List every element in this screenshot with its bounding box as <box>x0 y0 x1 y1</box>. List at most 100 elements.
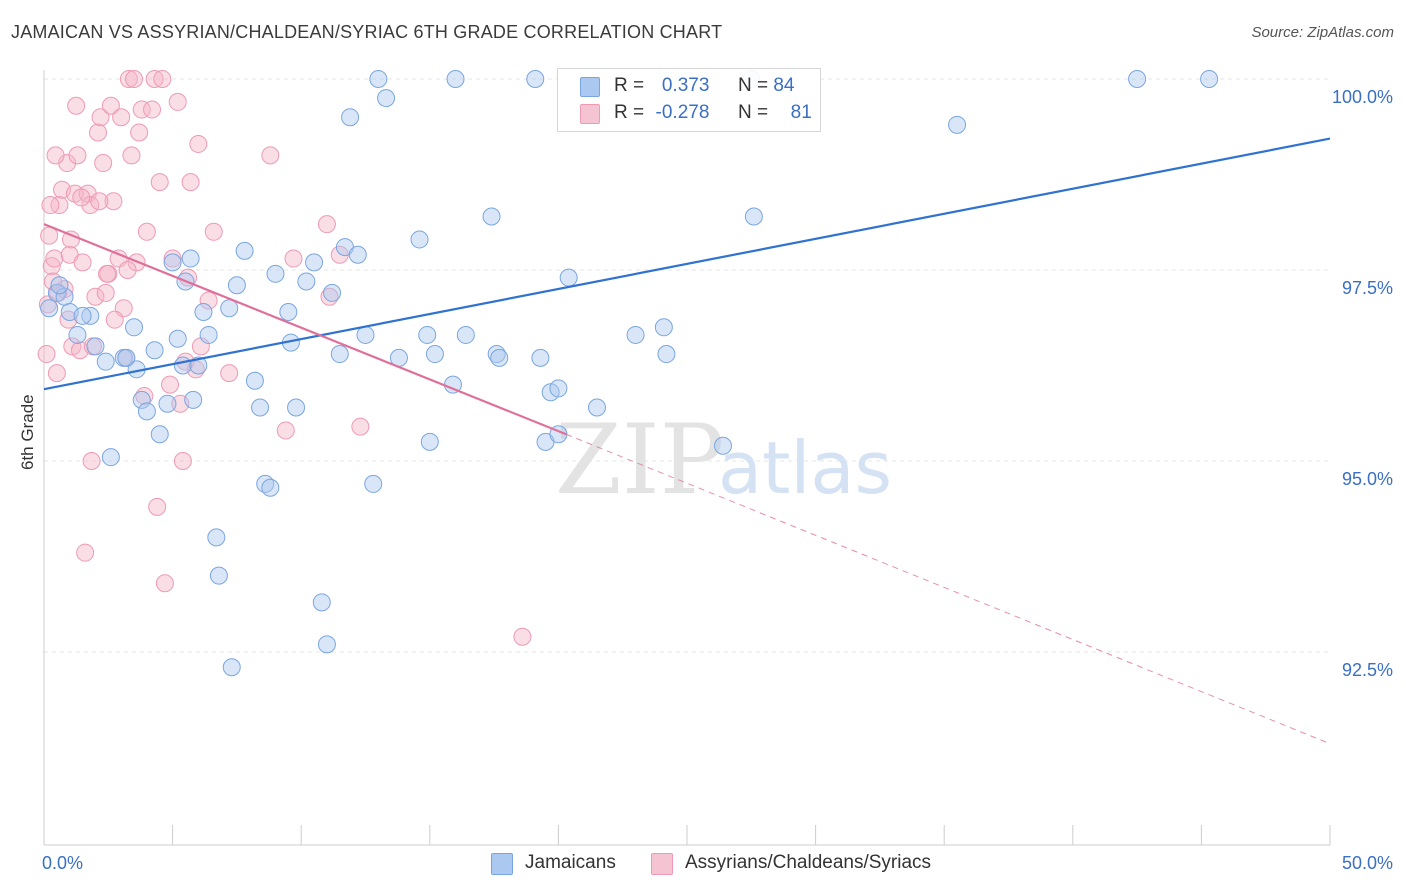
legend-n-label: N = <box>737 75 769 96</box>
point-assyrians <box>112 108 131 127</box>
point-assyrians <box>119 70 138 88</box>
point-jamaicans <box>559 268 578 287</box>
point-jamaicans <box>654 318 673 337</box>
point-assyrians <box>86 287 105 306</box>
point-jamaicans <box>364 474 383 493</box>
point-jamaicans <box>181 249 200 268</box>
point-jamaicans <box>490 348 509 367</box>
legend-swatch-pink <box>580 104 600 124</box>
legend-n-value: 81 <box>790 102 812 123</box>
point-jamaicans <box>531 348 550 367</box>
point-jamaicans <box>425 345 444 364</box>
point-assyrians <box>130 123 149 142</box>
point-jamaicans <box>305 253 324 272</box>
point-assyrians <box>47 364 66 383</box>
trend-lines <box>43 137 1331 745</box>
point-assyrians <box>41 196 60 215</box>
point-assyrians <box>148 497 167 516</box>
point-assyrians <box>199 291 218 310</box>
point-jamaicans <box>50 276 69 295</box>
trend-line-assyrians-extension <box>565 433 1331 745</box>
point-assyrians <box>125 70 144 88</box>
point-assyrians <box>163 249 182 268</box>
y-tick-label: 100.0% <box>1332 87 1393 107</box>
point-jamaicans <box>446 70 465 88</box>
legend-n-value: 84 <box>773 75 795 96</box>
point-assyrians <box>94 154 113 173</box>
gridlines <box>44 78 1330 653</box>
point-assyrians <box>89 123 108 142</box>
point-assyrians <box>122 146 141 165</box>
point-jamaicans <box>86 337 105 356</box>
point-jamaicans <box>297 272 316 291</box>
point-jamaicans <box>101 448 120 467</box>
point-jamaicans <box>194 303 213 322</box>
point-assyrians <box>73 253 92 272</box>
point-jamaicans <box>287 398 306 417</box>
point-jamaicans <box>482 207 501 226</box>
tick-labels: 92.5% 95.0% 97.5% 100.0% 0.0% 50.0% <box>42 87 1393 873</box>
y-tick-label: 92.5% <box>1342 660 1393 680</box>
point-jamaicans <box>189 356 208 375</box>
point-jamaicans <box>73 306 92 325</box>
point-assyrians <box>145 70 164 88</box>
point-assyrians <box>155 574 174 593</box>
series-jamaicans-points <box>40 70 1219 677</box>
point-assyrians <box>261 146 280 165</box>
point-assyrians <box>90 192 109 211</box>
point-jamaicans <box>410 230 429 249</box>
point-jamaicans <box>279 303 298 322</box>
point-assyrians <box>46 146 65 165</box>
point-jamaicans <box>317 635 336 654</box>
point-assyrians <box>173 452 192 470</box>
point-jamaicans <box>137 402 156 421</box>
trend-line-jamaicans <box>43 137 1331 391</box>
point-jamaicans <box>948 115 967 134</box>
point-jamaicans <box>261 478 280 497</box>
watermark: ZIP atlas <box>555 404 892 516</box>
point-assyrians <box>132 100 151 119</box>
point-assyrians <box>513 627 532 646</box>
point-jamaicans <box>245 371 264 390</box>
bottom-legend-label: Assyrians/Chaldeans/Syriacs <box>685 852 932 873</box>
point-jamaicans <box>222 658 241 677</box>
point-jamaicans <box>744 207 763 226</box>
point-jamaicans <box>456 325 475 344</box>
point-jamaicans <box>341 108 360 127</box>
point-jamaicans <box>235 241 254 260</box>
point-assyrians <box>81 196 100 215</box>
point-jamaicans <box>330 345 349 364</box>
x-tick-label: 0.0% <box>42 853 83 873</box>
point-assyrians <box>161 375 180 394</box>
point-assyrians <box>204 222 223 241</box>
legend-r-label: R = <box>614 75 645 96</box>
point-jamaicans <box>209 566 228 585</box>
point-assyrians <box>153 70 172 88</box>
bottom-legend-swatch-pink <box>651 853 673 875</box>
point-jamaicans <box>150 425 169 444</box>
legend-r-label: R = <box>614 102 645 123</box>
point-jamaicans <box>227 276 246 295</box>
point-jamaicans <box>377 89 396 108</box>
point-assyrians <box>76 543 95 562</box>
point-assyrians <box>45 249 64 268</box>
point-jamaicans <box>356 325 375 344</box>
point-assyrians <box>276 421 295 440</box>
point-assyrians <box>104 192 123 211</box>
point-jamaicans <box>132 390 151 409</box>
point-assyrians <box>168 92 187 111</box>
point-jamaicans <box>1128 70 1147 88</box>
point-jamaicans <box>199 325 218 344</box>
point-jamaicans <box>173 356 192 375</box>
point-assyrians <box>68 146 87 165</box>
point-assyrians <box>105 310 124 329</box>
point-assyrians <box>72 188 91 207</box>
point-jamaicans <box>323 283 342 302</box>
point-assyrians <box>101 96 120 115</box>
point-assyrians <box>220 364 239 383</box>
point-jamaicans <box>369 70 388 88</box>
bottom-legend-swatch-blue <box>491 853 513 875</box>
point-jamaicans <box>145 341 164 360</box>
point-jamaicans <box>68 325 87 344</box>
